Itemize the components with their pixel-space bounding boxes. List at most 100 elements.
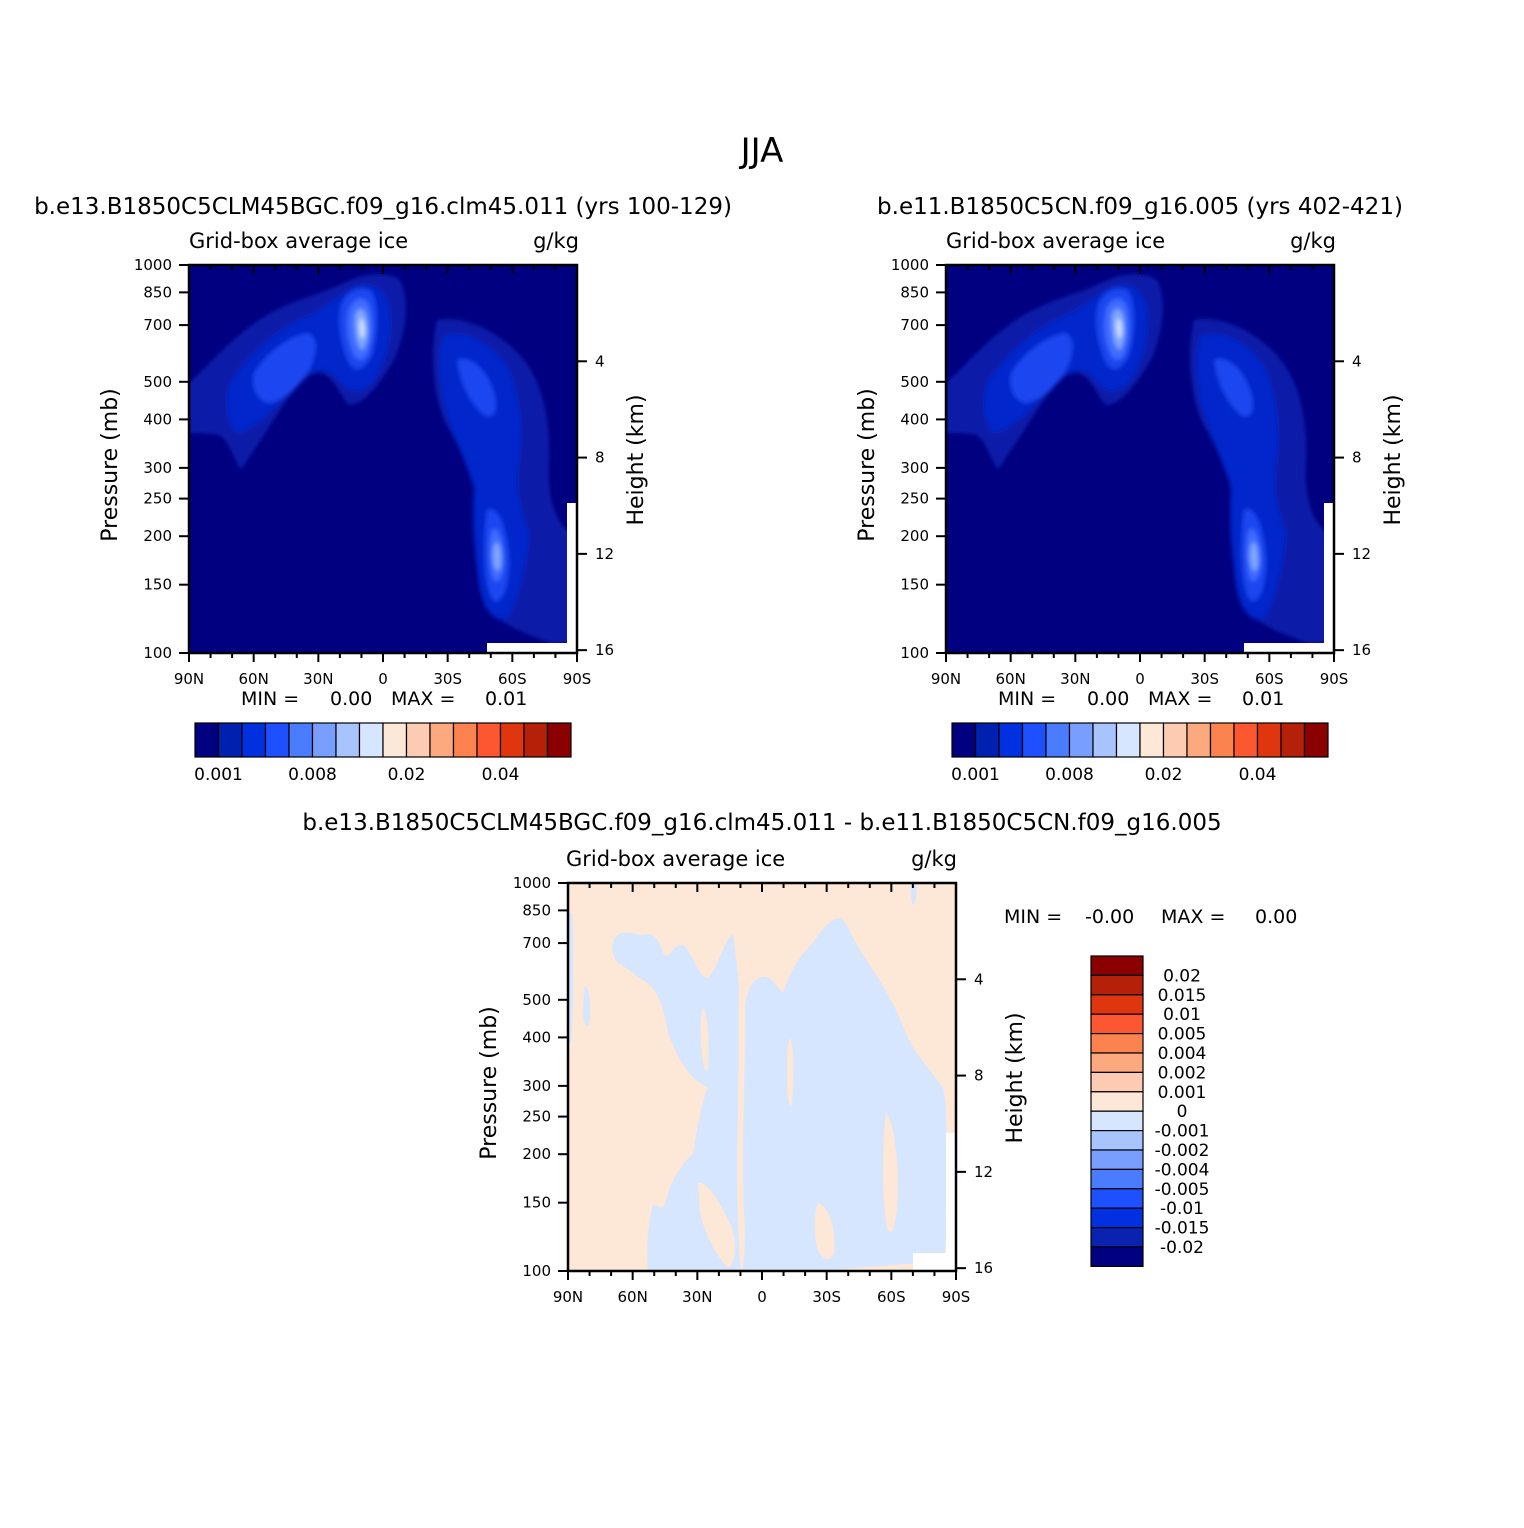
contour-level-5 xyxy=(492,542,502,571)
colorbar-swatch xyxy=(1090,1129,1144,1151)
y2-tick-label: 16 xyxy=(1352,641,1371,659)
x-tick-label: 90S xyxy=(1320,670,1349,688)
y2-tick-label: 16 xyxy=(974,1259,993,1277)
colorbar: 0.001 0.008 0.02 0.04 xyxy=(951,722,1329,785)
page-title: JJA xyxy=(739,131,784,171)
missing-data-region xyxy=(567,503,577,653)
panel-model-a: b.e13.B1850C5CLM45BGC.f09_g16.clm45.011 … xyxy=(34,194,732,785)
plot-axes: 90N 60N 30N 0 30S 60S 90S 100 150 200 250 300 400 500… xyxy=(477,874,1028,1306)
colorbar-swatch xyxy=(1090,994,1144,1015)
colorbar-swatch xyxy=(1021,722,1047,758)
y-tick-label: 700 xyxy=(522,934,551,952)
contour-negative-region xyxy=(583,987,591,1027)
colorbar-swatch xyxy=(1090,1246,1144,1267)
colorbar-label: 0.02 xyxy=(1163,966,1201,986)
x-tick-label: 90N xyxy=(931,670,961,688)
panel-run-title: b.e11.B1850C5CN.f09_g16.005 (yrs 402-421… xyxy=(877,194,1403,220)
plot-axes: 90N 60N 30N 0 30S 60S 90S 100 150 200 250 300 400 500… xyxy=(98,256,649,688)
y2-tick-label: 4 xyxy=(974,970,984,988)
y-axis-title: Pressure (mb) xyxy=(98,388,123,542)
colorbar-label: 0.005 xyxy=(1158,1025,1207,1045)
colorbar-swatch xyxy=(288,722,314,758)
colorbar-swatch xyxy=(523,722,549,758)
colorbar-swatch xyxy=(1090,1091,1144,1112)
y2-tick-label: 12 xyxy=(1352,545,1371,563)
colorbar-label: 0.002 xyxy=(1158,1063,1207,1083)
contour-negative-region xyxy=(568,913,574,1043)
colorbar-label: 0.04 xyxy=(482,765,520,785)
x-tick-label: 30S xyxy=(812,1288,841,1306)
colorbar-swatch xyxy=(1090,1032,1144,1054)
colorbar-swatch xyxy=(405,722,431,758)
colorbar-swatch xyxy=(194,722,220,758)
missing-data-region xyxy=(487,643,573,653)
colorbar-swatch xyxy=(1209,722,1235,758)
colorbar-swatch xyxy=(1090,974,1144,996)
x-tick-label: 60N xyxy=(618,1288,648,1306)
missing-data-region xyxy=(1244,643,1330,653)
y-tick-label: 100 xyxy=(900,644,929,662)
contour-level-6 xyxy=(359,318,365,339)
colorbar-swatch xyxy=(1090,955,1144,976)
colorbar-swatch xyxy=(1186,722,1212,758)
colorbar-label: -0.005 xyxy=(1155,1180,1210,1200)
colorbar-swatch xyxy=(1256,722,1282,758)
y-tick-label: 300 xyxy=(143,459,172,477)
colorbar-label: -0.004 xyxy=(1155,1160,1210,1180)
contour-plot xyxy=(946,265,1334,653)
y-axis-title: Pressure (mb) xyxy=(477,1006,502,1160)
colorbar-swatch xyxy=(1090,1110,1144,1132)
y-tick-label: 250 xyxy=(900,490,929,508)
variable-label: Grid-box average ice xyxy=(946,229,1165,253)
x-tick-label: 30N xyxy=(1060,670,1090,688)
colorbar-swatch xyxy=(452,722,478,758)
variable-label: Grid-box average ice xyxy=(566,847,785,871)
max-value: 0.00 xyxy=(1255,906,1297,928)
contour-level-5 xyxy=(1249,542,1259,571)
contour-level-3 xyxy=(457,359,496,417)
colorbar-swatch xyxy=(311,722,337,758)
colorbar-swatch xyxy=(1162,722,1188,758)
y2-tick-label: 8 xyxy=(1352,449,1362,467)
colorbar-label: 0.008 xyxy=(1045,765,1094,785)
colorbar-swatch xyxy=(1090,1149,1144,1170)
y-tick-label: 400 xyxy=(900,410,929,428)
colorbar-label: -0.002 xyxy=(1155,1141,1210,1161)
x-tick-label: 30S xyxy=(1190,670,1219,688)
panel-run-title: b.e13.B1850C5CLM45BGC.f09_g16.clm45.011 … xyxy=(302,810,1221,836)
colorbar-label: -0.02 xyxy=(1160,1238,1204,1258)
y-tick-label: 300 xyxy=(900,459,929,477)
colorbar-swatch xyxy=(1068,722,1094,758)
colorbar-swatch xyxy=(1090,1188,1144,1209)
x-tick-label: 90S xyxy=(942,1288,971,1306)
x-tick-label: 0 xyxy=(1135,670,1145,688)
colorbar-label: 0.01 xyxy=(1163,1005,1201,1025)
colorbar-swatch xyxy=(951,722,977,758)
y-tick-label: 250 xyxy=(143,490,172,508)
contour-negative-region xyxy=(910,883,917,905)
y2-tick-label: 16 xyxy=(595,641,614,659)
min-label: MIN = xyxy=(241,688,299,710)
colorbar-swatch xyxy=(1090,1013,1144,1035)
y-tick-label: 850 xyxy=(522,901,551,919)
y2-axis-title: Height (km) xyxy=(624,394,649,525)
colorbar-swatch xyxy=(429,722,455,758)
colorbar-swatch xyxy=(1139,722,1165,758)
colorbar-label: 0.001 xyxy=(951,765,1000,785)
min-label: MIN = xyxy=(1004,906,1062,928)
x-tick-label: 60S xyxy=(1255,670,1284,688)
colorbar-swatch xyxy=(1280,722,1306,758)
contour-positive-region xyxy=(814,1203,835,1259)
colorbar-label: 0.008 xyxy=(288,765,337,785)
x-tick-label: 30S xyxy=(433,670,462,688)
colorbar-label: 0.02 xyxy=(1145,765,1183,785)
min-value: 0.00 xyxy=(330,688,372,710)
contour-level-3 xyxy=(1214,359,1253,417)
y-tick-label: 150 xyxy=(522,1194,551,1212)
y-tick-label: 150 xyxy=(143,576,172,594)
colorbar-label: 0.04 xyxy=(1239,765,1277,785)
contour-positive-region xyxy=(787,1038,794,1107)
x-tick-label: 60N xyxy=(996,670,1026,688)
x-tick-label: 0 xyxy=(757,1288,767,1306)
colorbar-swatch xyxy=(546,722,572,758)
